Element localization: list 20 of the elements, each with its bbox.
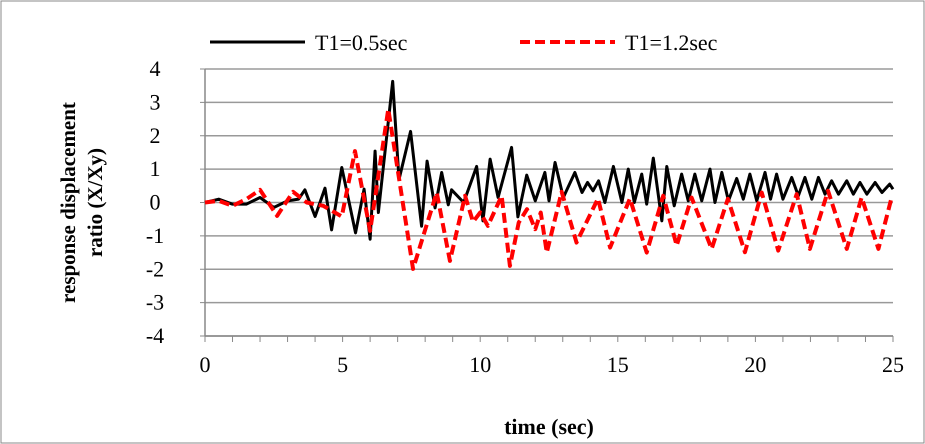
x-tick-label: 25 — [882, 352, 904, 377]
y-tick-label: 2 — [150, 122, 160, 148]
y-tick-label: 1 — [150, 156, 160, 182]
x-tick-label: 20 — [744, 352, 766, 377]
x-tick-label: 10 — [469, 352, 492, 377]
y-tick-label: -1 — [146, 222, 164, 248]
y-tick-label: -2 — [146, 256, 164, 282]
x-axis-title: time (sec) — [504, 414, 594, 439]
y-tick-label: 4 — [150, 56, 160, 81]
x-tick-label: 5 — [337, 352, 348, 377]
legend-label: T1=0.5sec — [315, 30, 408, 55]
y-tick-label: 3 — [150, 89, 160, 114]
y-tick-label: 0 — [150, 190, 160, 214]
y-tick-label: -4 — [146, 323, 164, 348]
line-series — [204, 80, 894, 241]
y-tick-label: -3 — [146, 290, 164, 315]
x-tick-label: 0 — [200, 352, 210, 377]
x-tick-label: 15 — [606, 352, 629, 377]
legend-label: T1=1.2sec — [625, 30, 718, 55]
y-axis-title: response displacement ratio (X/Xy) — [56, 102, 107, 303]
